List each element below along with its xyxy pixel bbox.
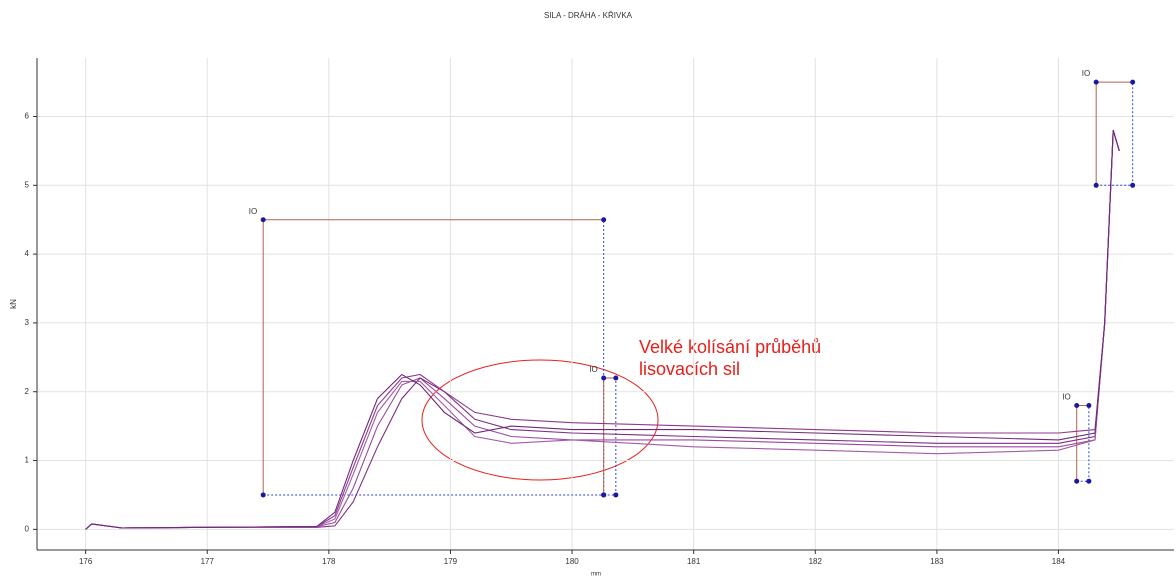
- y-tick-label: 2: [25, 387, 30, 396]
- y-axis-label: kN: [9, 299, 18, 309]
- x-tick-label: 176: [79, 557, 93, 566]
- x-tick-label: 178: [322, 557, 336, 566]
- annotation-line: Velké kolísání průběhů: [639, 337, 821, 357]
- annotation-ellipse: [421, 359, 659, 481]
- window-corner: [613, 375, 619, 381]
- window-corner: [1074, 402, 1080, 408]
- window-corner: [260, 492, 266, 498]
- window-corner: [1074, 478, 1080, 484]
- x-tick-label: 180: [565, 557, 579, 566]
- window-corner: [613, 492, 619, 498]
- window-label: IO: [1062, 393, 1070, 402]
- x-axis-label: mm: [591, 572, 601, 577]
- y-tick-label: 4: [25, 249, 30, 258]
- y-tick-label: 5: [25, 180, 30, 189]
- series-line: [85, 130, 1120, 530]
- window-corner: [260, 217, 266, 223]
- y-tick-label: 6: [25, 112, 30, 121]
- annotation-line: lisovacích sil: [639, 359, 740, 379]
- series-line: [85, 130, 1120, 530]
- window-corner: [1086, 402, 1092, 408]
- series-line: [85, 130, 1120, 530]
- window-corner: [1086, 478, 1092, 484]
- window-corner: [601, 492, 607, 498]
- chart-title: SILA - DRÁHA - KŘIVKA: [544, 11, 633, 20]
- window-corner: [1093, 182, 1099, 188]
- y-tick-label: 0: [25, 524, 30, 533]
- window-corner: [601, 217, 607, 223]
- window-corner: [1093, 79, 1099, 85]
- x-tick-label: 177: [201, 557, 215, 566]
- window-label: IO: [249, 207, 257, 216]
- series-line: [85, 130, 1120, 530]
- annotation: Velké kolísání průběhů lisovacích sil: [639, 337, 821, 379]
- window-corner: [1130, 79, 1136, 85]
- x-tick-label: 183: [930, 557, 944, 566]
- window-corner: [1130, 182, 1136, 188]
- window-label: IO: [1082, 69, 1090, 78]
- window-label: IO: [589, 365, 597, 374]
- x-tick-label: 179: [444, 557, 458, 566]
- x-tick-label: 181: [687, 557, 701, 566]
- window-corner: [601, 375, 607, 381]
- y-tick-label: 1: [25, 456, 30, 465]
- x-tick-label: 184: [1052, 557, 1066, 566]
- x-tick-label: 182: [809, 557, 823, 566]
- series-line: [85, 130, 1120, 530]
- y-tick-label: 3: [25, 318, 30, 327]
